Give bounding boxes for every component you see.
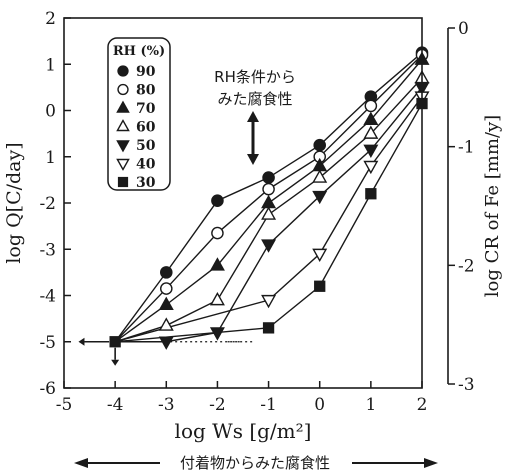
- y2-tick-label: -3: [458, 375, 475, 395]
- rh-double-arrow-down-head: [247, 154, 259, 165]
- down-arrow-head: [111, 359, 120, 366]
- data-point-rh-90: [313, 138, 326, 152]
- y-tick-label: -5: [39, 333, 56, 353]
- legend-title: RH (%): [113, 44, 165, 59]
- x-tick-label: -4: [107, 395, 124, 415]
- data-point-rh-40: [312, 248, 328, 263]
- data-point-rh-80: [160, 282, 173, 295]
- data-point-rh-60: [209, 291, 225, 306]
- data-point-rh-30: [314, 280, 326, 292]
- data-point-rh-50: [158, 336, 174, 350]
- bottom-arrow-right-head: [424, 458, 438, 468]
- y2-tick-label: 0: [458, 19, 469, 39]
- legend-marker-rh-90: [117, 65, 129, 77]
- data-point-rh-80: [262, 182, 275, 196]
- y2-axis: -3 -2 -1 0: [448, 19, 475, 395]
- y-tick-label: 0: [45, 102, 56, 122]
- legend-label-rh-80: 80: [136, 83, 156, 99]
- legend-label-rh-30: 30: [136, 175, 156, 191]
- legend-marker-rh-60: [116, 119, 130, 132]
- legend-marker-rh-40: [116, 158, 130, 171]
- y-axis: -6 -5 -4 -3 -2 1 0 1 2: [39, 9, 71, 399]
- data-point-rh-40: [261, 294, 277, 309]
- data-point-rh-30: [365, 188, 377, 200]
- data-point-rh-50: [209, 327, 225, 341]
- data-point-rh-90: [160, 266, 173, 279]
- data-point-rh-50: [363, 144, 379, 158]
- x-axis: -5 -4 -3 -2 -1 0 1 2: [56, 381, 428, 415]
- y2-axis-label: log CR of Fe [mm/y]: [482, 115, 503, 297]
- data-point-rh-70: [363, 111, 379, 125]
- bottom-annotation-label: 付着物からみた腐食性: [180, 454, 330, 472]
- left-arrow-head: [78, 337, 85, 346]
- y-tick-label: 1: [45, 148, 56, 168]
- x-tick-label: -2: [209, 395, 226, 415]
- y-tick-label: -3: [39, 240, 56, 260]
- data-point-rh-40: [363, 160, 379, 175]
- legend-marker-rh-30: [117, 176, 129, 188]
- y-tick-label: -6: [39, 379, 56, 399]
- legend-label-rh-40: 40: [136, 157, 156, 173]
- legend-marker-rh-80: [117, 83, 129, 96]
- y2-tick-label: -1: [458, 138, 475, 158]
- legend-label-rh-70: 70: [136, 101, 156, 117]
- data-point-rh-70: [158, 296, 174, 310]
- legend-label-rh-60: 60: [136, 120, 156, 136]
- x-tick-label: 1: [365, 395, 376, 415]
- legend: RH (%) 90 80 70 60 50 40 30: [107, 37, 171, 191]
- rh-annotation-line1: RH条件から: [214, 68, 296, 86]
- rh-annotation-line2: みた腐食性: [217, 90, 292, 108]
- data-point-rh-80: [211, 226, 224, 240]
- data-point-rh-50: [312, 190, 328, 205]
- legend-marker-rh-50: [116, 140, 130, 153]
- data-point-rh-30: [262, 322, 275, 334]
- bottom-arrow-left-head: [74, 458, 88, 468]
- y-tick-label: 2: [45, 9, 56, 29]
- y2-tick-label: -2: [458, 256, 475, 276]
- y-axis-label: log Q[C/day]: [3, 142, 25, 263]
- legend-marker-rh-70: [116, 100, 130, 113]
- data-point-rh-50: [261, 239, 277, 253]
- x-tick-label: -1: [260, 395, 277, 415]
- data-point-rh-90: [211, 194, 224, 207]
- data-point-rh-80: [364, 99, 378, 113]
- x-axis-label: log Ws [g/m²]: [175, 419, 312, 443]
- data-point-rh-70: [209, 257, 225, 271]
- x-tick-label: 2: [417, 395, 428, 415]
- legend-label-rh-50: 50: [136, 138, 156, 154]
- data-point-rh-60: [312, 169, 328, 183]
- x-tick-label: -5: [56, 395, 73, 415]
- data-point-rh-60: [158, 317, 174, 331]
- y-tick-label: 1: [45, 55, 56, 75]
- rh-double-arrow-up-head: [247, 111, 259, 122]
- series-markers: [109, 46, 430, 350]
- data-point-rh-60: [261, 206, 277, 220]
- data-point-rh-90: [262, 171, 275, 184]
- y-tick-label: -4: [39, 287, 56, 307]
- x-tick-label: 0: [314, 395, 325, 415]
- y-tick-label: -2: [39, 194, 56, 214]
- legend-label-rh-90: 90: [136, 64, 156, 80]
- data-point-start: [109, 336, 121, 348]
- data-point-rh-60: [363, 125, 379, 139]
- x-tick-label: -3: [158, 395, 175, 415]
